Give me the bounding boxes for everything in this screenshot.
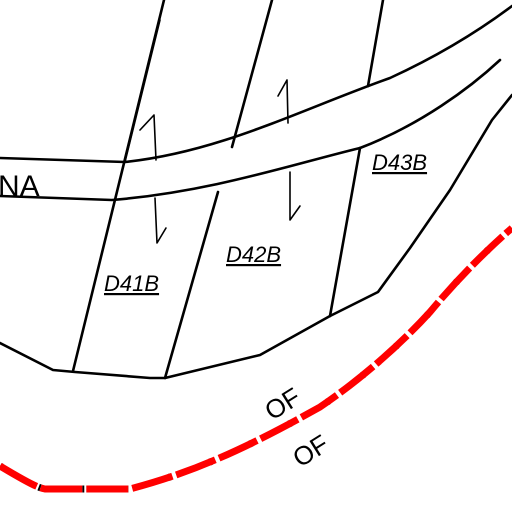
diagonal-line bbox=[71, 0, 166, 373]
red-boundary-line bbox=[0, 225, 512, 493]
parcel-label-d41b: D41B bbox=[104, 271, 159, 296]
parcel-line-north-2 bbox=[366, 0, 385, 88]
boundary-label-of-2: OF bbox=[287, 429, 334, 474]
parcel-label-d43b: D43B bbox=[372, 150, 427, 175]
tie-symbol-south-west bbox=[154, 197, 167, 244]
parcel-label-d42b: D42B bbox=[226, 242, 281, 267]
road-bottom-edge bbox=[0, 58, 502, 202]
tie-symbol-north bbox=[277, 79, 289, 124]
diagonal-line-shadow bbox=[124, 19, 161, 163]
tie-symbol-south-east bbox=[289, 171, 301, 221]
tie-symbol-road-west bbox=[139, 114, 157, 161]
parcel-line-north-1 bbox=[230, 0, 274, 149]
road-top-edge bbox=[0, 4, 512, 164]
parcel-south-boundary bbox=[0, 93, 512, 380]
boundary-label-of-1: OF bbox=[259, 382, 306, 427]
parcel-line-south-2 bbox=[328, 146, 362, 318]
parcel-line-south-1 bbox=[163, 190, 220, 380]
road-label: NA bbox=[0, 170, 40, 203]
